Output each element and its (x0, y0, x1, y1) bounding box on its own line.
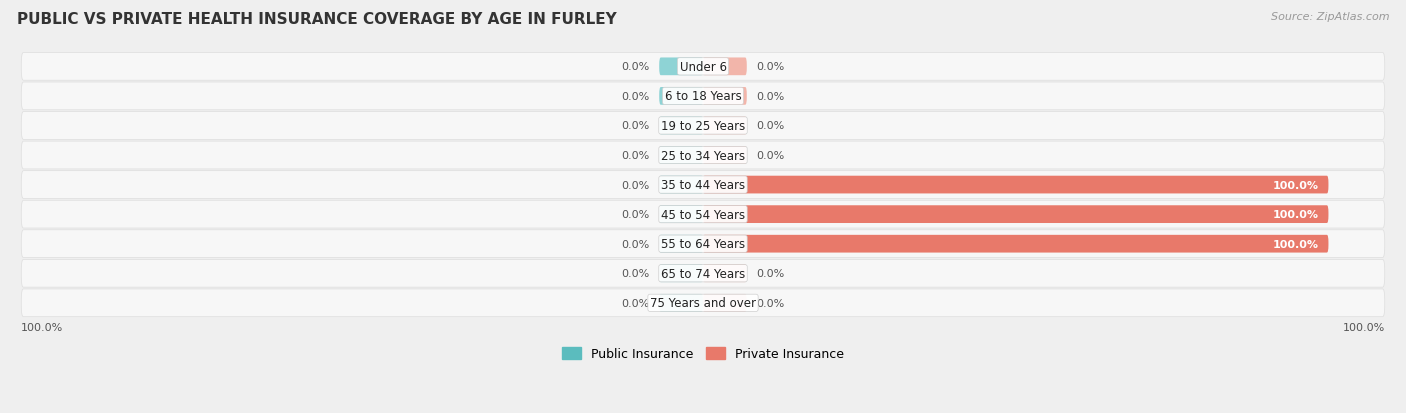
Text: 100.0%: 100.0% (1272, 239, 1319, 249)
FancyBboxPatch shape (21, 289, 1385, 317)
Text: Source: ZipAtlas.com: Source: ZipAtlas.com (1271, 12, 1389, 22)
Text: 25 to 34 Years: 25 to 34 Years (661, 149, 745, 162)
FancyBboxPatch shape (703, 117, 747, 135)
Text: 35 to 44 Years: 35 to 44 Years (661, 179, 745, 192)
Text: 0.0%: 0.0% (756, 62, 785, 72)
Text: 0.0%: 0.0% (756, 298, 785, 308)
Text: 65 to 74 Years: 65 to 74 Years (661, 267, 745, 280)
Text: PUBLIC VS PRIVATE HEALTH INSURANCE COVERAGE BY AGE IN FURLEY: PUBLIC VS PRIVATE HEALTH INSURANCE COVER… (17, 12, 617, 27)
Text: 0.0%: 0.0% (756, 151, 785, 161)
Text: 19 to 25 Years: 19 to 25 Years (661, 120, 745, 133)
FancyBboxPatch shape (21, 171, 1385, 199)
FancyBboxPatch shape (21, 83, 1385, 111)
Text: 0.0%: 0.0% (756, 268, 785, 279)
Text: 100.0%: 100.0% (1343, 322, 1385, 332)
FancyBboxPatch shape (703, 294, 747, 312)
FancyBboxPatch shape (21, 53, 1385, 81)
FancyBboxPatch shape (659, 147, 703, 164)
Text: 0.0%: 0.0% (621, 92, 650, 102)
Text: 0.0%: 0.0% (621, 298, 650, 308)
FancyBboxPatch shape (21, 142, 1385, 169)
Text: 100.0%: 100.0% (21, 322, 63, 332)
Text: 0.0%: 0.0% (621, 121, 650, 131)
FancyBboxPatch shape (21, 260, 1385, 287)
Text: 55 to 64 Years: 55 to 64 Years (661, 237, 745, 251)
FancyBboxPatch shape (659, 88, 703, 105)
FancyBboxPatch shape (703, 88, 747, 105)
FancyBboxPatch shape (703, 176, 1329, 194)
FancyBboxPatch shape (659, 117, 703, 135)
Text: 100.0%: 100.0% (1272, 210, 1319, 220)
FancyBboxPatch shape (703, 206, 1329, 223)
Legend: Public Insurance, Private Insurance: Public Insurance, Private Insurance (557, 342, 849, 366)
Text: 45 to 54 Years: 45 to 54 Years (661, 208, 745, 221)
Text: 0.0%: 0.0% (621, 180, 650, 190)
Text: 0.0%: 0.0% (756, 121, 785, 131)
Text: 6 to 18 Years: 6 to 18 Years (665, 90, 741, 103)
FancyBboxPatch shape (659, 206, 703, 223)
Text: 0.0%: 0.0% (756, 92, 785, 102)
Text: 0.0%: 0.0% (621, 239, 650, 249)
FancyBboxPatch shape (659, 176, 703, 194)
Text: 0.0%: 0.0% (621, 210, 650, 220)
FancyBboxPatch shape (659, 294, 703, 312)
FancyBboxPatch shape (703, 235, 1329, 253)
FancyBboxPatch shape (659, 235, 703, 253)
FancyBboxPatch shape (703, 265, 747, 282)
Text: 0.0%: 0.0% (621, 151, 650, 161)
Text: Under 6: Under 6 (679, 61, 727, 74)
FancyBboxPatch shape (21, 230, 1385, 258)
Text: 0.0%: 0.0% (621, 62, 650, 72)
FancyBboxPatch shape (659, 58, 703, 76)
Text: 0.0%: 0.0% (621, 268, 650, 279)
FancyBboxPatch shape (21, 112, 1385, 140)
FancyBboxPatch shape (703, 58, 747, 76)
Text: 75 Years and over: 75 Years and over (650, 297, 756, 310)
Text: 100.0%: 100.0% (1272, 180, 1319, 190)
FancyBboxPatch shape (659, 265, 703, 282)
FancyBboxPatch shape (21, 201, 1385, 228)
FancyBboxPatch shape (703, 147, 747, 164)
